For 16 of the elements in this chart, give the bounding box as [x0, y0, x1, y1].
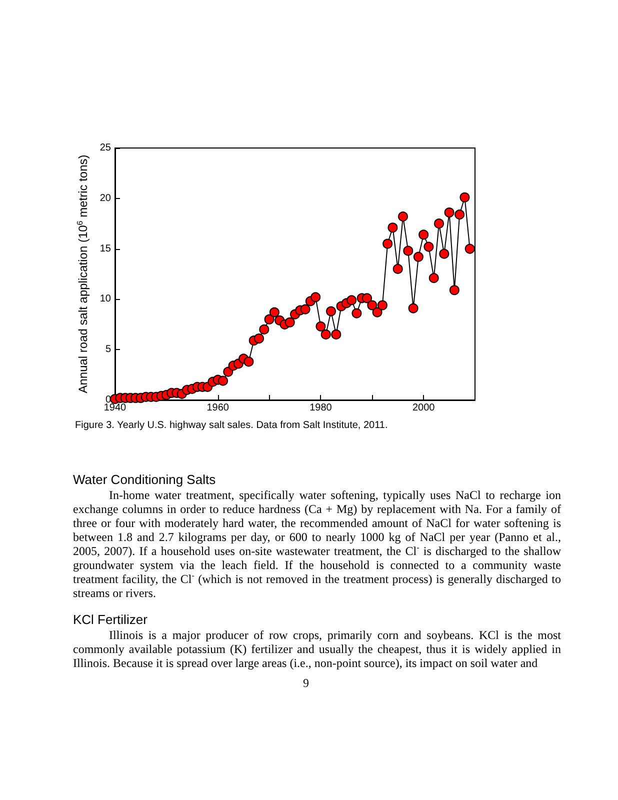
text: KCl Fertilizer	[73, 612, 148, 627]
x-tick-label: 1980	[310, 402, 332, 414]
y-tick-label: 15	[100, 243, 112, 254]
x-tick-label: 1960	[206, 402, 230, 414]
y-axis-title: Annual road salt application (106 metric tons)	[75, 154, 90, 394]
x-tick-label: 2000	[412, 402, 436, 414]
text: In-home water treatment, specifically water softening, typically uses NaCl to recharge ion exchange columns in order to reduce hardness (Ca + Mg) by replacement with Na. For a family of three or four with moderately hard water, the recommended amount of NaCl for water softening is between 1.8 and 2.7 kilograms per day, or 600 to nearly 1000 kg of NaCl per year (Panno et al., 2005, 2007). If a household uses on-site wastewater treatment, the Cl$^{-}$ is discharged to the shallow groundwater system via the leach field. If the household is connected to a community waste treatment facility, the Cl$^{-}$ (which is not removed in the treatment process) is generally discharged to streams or rivers.	[73, 488, 562, 600]
text: 9	[303, 676, 309, 691]
x-tick-label: 1940	[104, 402, 127, 414]
text: Illinois is a major producer of row crops, primarily corn and soybeans. KCl is the most commonly available potassium (K) fertilizer and usually the cheapest, thus it is widely applied in Illinois. Because it is spread over large areas (i.e., non-point source), its impact on soil water and	[73, 628, 561, 670]
text: Water Conditioning Salts	[73, 472, 216, 487]
y-tick-label: 20	[100, 192, 112, 204]
y-tick-label: 5	[105, 344, 112, 356]
y-tick-label: 10	[100, 294, 112, 305]
y-tick-label: 25	[100, 142, 112, 154]
caption: Figure 3. Yearly U.S. highway salt sales. Data from Salt Institute, 2011.	[75, 420, 388, 431]
